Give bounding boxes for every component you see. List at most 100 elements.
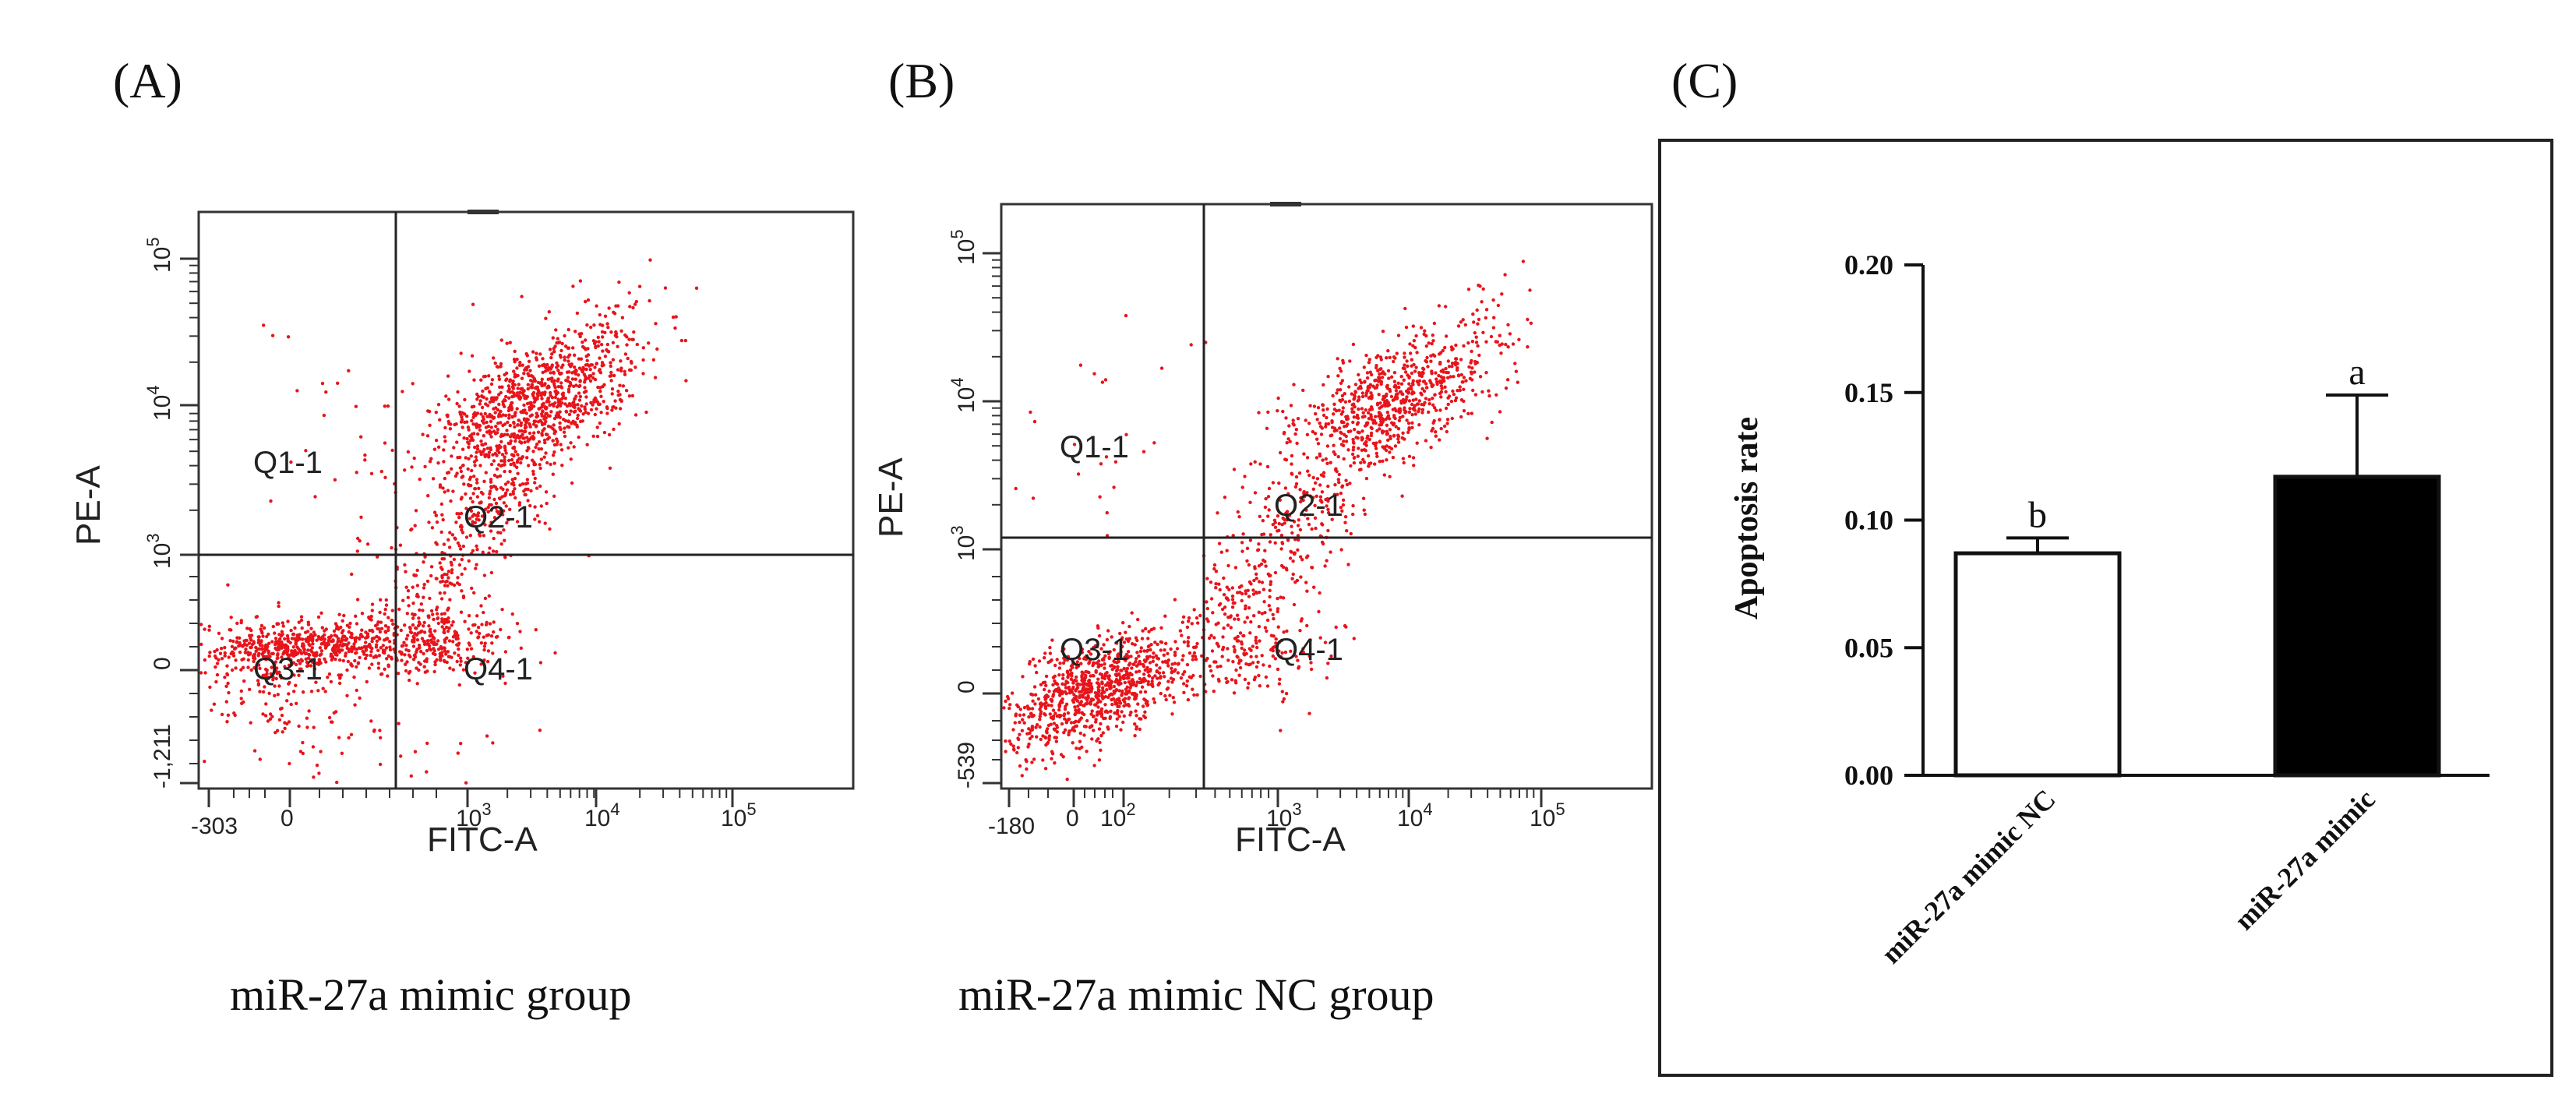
plot-b-dot-1644 [1066, 680, 1070, 685]
plot-a-dot-2194 [256, 635, 260, 639]
plot-b-dot-1399 [1103, 672, 1108, 676]
plot-b-dot-533 [1312, 404, 1317, 408]
plot-b-dot-364 [1314, 456, 1319, 460]
plot-b-dot-1703 [1121, 676, 1126, 681]
plot-b-dot-545 [1314, 411, 1318, 416]
plot-a-dot-740 [503, 414, 508, 418]
plot-a-dot-1766 [316, 662, 319, 666]
plot-b-dot-216 [1410, 371, 1414, 376]
plot-b-dot-413 [1383, 404, 1388, 408]
plot-a-dot-691 [473, 445, 477, 450]
plot-a-dot-1383 [273, 642, 277, 647]
plot-b-dot-2120 [1474, 341, 1479, 344]
plot-b-dot-539 [1347, 385, 1351, 389]
plot-b-dot-322 [1339, 381, 1343, 385]
plot-a-dot-1923 [386, 654, 390, 658]
plot-a-dot-1778 [298, 648, 302, 653]
plot-b-dot-457 [1385, 356, 1389, 360]
plot-a-dot-244 [461, 447, 465, 451]
plot-a-dot-1932 [435, 642, 439, 646]
plot-b-dot-2078 [1491, 326, 1496, 330]
plot-b-dot-1968 [1282, 697, 1286, 701]
plot-b-dot-672 [1351, 448, 1356, 452]
plot-a-dot-2104 [310, 658, 314, 662]
plot-a-dot-1952 [482, 635, 485, 639]
plot-b-dot-1685 [1136, 662, 1141, 666]
plot-a-dot-1161 [513, 450, 517, 453]
plot-b-dot-794 [1336, 455, 1340, 459]
plot-b-dot-20 [1368, 383, 1373, 386]
plot-a-dot-2330 [409, 774, 413, 778]
plot-a-dot-2247 [614, 330, 618, 334]
plot-b-dot-392 [1442, 376, 1446, 379]
plot-a-dot-591 [580, 419, 584, 423]
plot-b-dot-82 [1362, 365, 1367, 369]
plot-a-dot-2036 [427, 624, 431, 628]
plot-a-ytick-1: 0 [150, 657, 175, 670]
plot-a-dot-2030 [436, 639, 440, 643]
plot-b-dot-907 [1247, 595, 1251, 598]
plot-a-dot-634 [426, 409, 430, 413]
plot-a-dot-96 [552, 379, 556, 383]
plot-a-dot-1533 [337, 612, 341, 616]
plot-b-dot-910 [1307, 473, 1311, 478]
plot-b-dot-1746 [1082, 672, 1085, 676]
plot-b-dot-1727 [1133, 694, 1137, 699]
plot-a-dot-172 [499, 409, 503, 414]
plot-b-dot-1973 [1247, 681, 1251, 686]
plot-a-dot-252 [599, 343, 604, 347]
plot-b-dot-986 [1233, 617, 1237, 621]
plot-a-dot-1237 [569, 457, 573, 461]
plot-b-dot-1628 [1161, 660, 1165, 664]
plot-a-dot-614 [559, 385, 563, 389]
plot-b-dot-1790 [1096, 686, 1100, 690]
plot-b-dot-1705 [1150, 679, 1154, 683]
plot-b-dot-743 [1288, 439, 1292, 443]
plot-a-dot-2110 [329, 679, 333, 684]
plot-b-dot-197 [1396, 427, 1401, 431]
plot-b-dot-1222 [1191, 687, 1194, 691]
plot-a-dot-2297 [301, 751, 305, 756]
plot-a-dot-618 [513, 411, 517, 415]
plot-a-dot-1318 [517, 429, 521, 433]
plot-a-dot-97 [355, 471, 358, 475]
plot-b-dot-1536 [1051, 683, 1055, 687]
plot-b-dot-1497 [1087, 678, 1092, 683]
plot-a-dot-1264 [503, 458, 506, 462]
plot-b-dot-1982 [1173, 640, 1177, 644]
plot-b-dot-683 [1245, 559, 1249, 563]
plot-b-dot-1976 [1309, 661, 1313, 665]
plot-a-dot-2121 [261, 712, 265, 716]
plot-b-dot-122 [1359, 381, 1364, 385]
plot-b-dot-654 [1375, 401, 1380, 405]
plot-b-dot-2131 [1124, 313, 1128, 318]
plot-b-dot-682 [1260, 612, 1265, 616]
plot-b-dot-801 [1290, 453, 1294, 458]
plot-b-dot-1151 [1139, 646, 1144, 650]
plot-a-dot-1200 [471, 520, 475, 524]
plot-a-dot-417 [609, 361, 612, 365]
plot-b-dot-1021 [1249, 620, 1253, 624]
plot-a-dot-1879 [501, 674, 505, 678]
plot-a-dot-452 [495, 365, 499, 369]
plot-b-dot-2021 [1249, 648, 1253, 652]
plot-a-dot-1630 [295, 651, 300, 656]
plot-a-dot-1127 [470, 586, 474, 591]
plot-a-dot-1027 [533, 481, 537, 485]
plot-a-dot-1136 [434, 541, 438, 545]
plot-a-dot-1010 [512, 445, 517, 450]
plot-b-dot-1914 [1117, 704, 1121, 708]
plot-a-dot-1220 [510, 415, 514, 419]
plot-a-dot-223 [563, 434, 567, 439]
plot-a-dot-1086 [448, 531, 452, 535]
plot-a-dot-1024 [495, 431, 499, 435]
plot-b-dot-897 [1292, 423, 1296, 427]
plot-a-dot-859 [589, 401, 593, 404]
plot-b-dot-912 [1221, 635, 1225, 639]
plot-a-dot-375 [455, 401, 459, 406]
plot-b-dot-761 [1339, 548, 1343, 552]
plot-a-dot-2164 [266, 644, 270, 649]
plot-a-ytick-3: 104 [143, 385, 175, 421]
plot-a-dot-238 [619, 359, 623, 363]
plot-a-dot-1855 [334, 626, 339, 630]
